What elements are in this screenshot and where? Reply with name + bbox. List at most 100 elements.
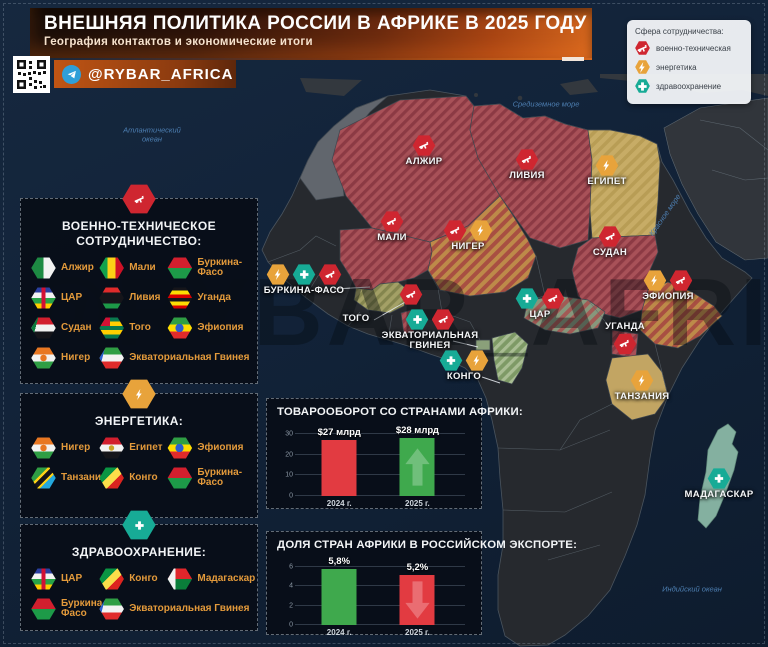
map-label-цар: ЦАР [515,288,565,320]
panel-title-energy: ЭНЕРГЕТИКА: [94,414,184,428]
qr-pattern [15,58,48,91]
ethiopia-flag-icon [167,317,193,339]
energy-sector-icon [630,370,654,391]
ethiopia-flag-icon [167,437,193,459]
country-name: ЦАР [61,572,83,584]
burkina-flag-icon [167,257,193,279]
country-name: Ливия [129,291,161,303]
qr-code [13,56,50,93]
chart-gridline [295,604,465,606]
country-item: Уганда [167,287,251,309]
chart-bar-2024 г.: $27 млрд [318,427,361,496]
country-name: Мали [129,261,156,273]
map-icon-row [266,264,342,285]
country-item: Экваториальная Гвинея [99,347,251,369]
bar-value-label: $27 млрд [317,427,361,439]
country-item: Египет [99,437,167,459]
map-label-text: ЭФИОПИЯ [642,291,694,302]
eqguinea-flag-icon [99,598,124,620]
map-label-мадагаскар: МАДАГАСКАР [684,468,753,500]
legend-item-energy: энергетика [635,60,743,74]
congo-flag-icon [99,467,124,489]
map-label-text: ЛИВИЯ [509,170,545,181]
country-item: ЦАР [31,287,99,309]
burkina-flag-icon [31,598,56,620]
map-icon-row [380,211,404,232]
map-icon-row [443,220,493,241]
leader-lines [333,286,501,384]
country-item: Эфиопия [167,317,251,339]
niger-flag-icon [31,347,56,369]
country-name: Уганда [197,291,231,303]
map-icon-row [412,135,436,156]
military-sector-icon [669,270,693,291]
chart-gridline [295,433,465,434]
chart-title: ТОВАРООБОРОТ СО СТРАНАМИ АФРИКИ: [277,406,523,418]
legend: Сфера сотрудничества: военно-техническая… [627,20,751,104]
bar-category-label: 2025 г. [405,499,430,508]
algeria-flag-icon [31,257,56,279]
map-label-эфиопия: ЭФИОПИЯ [642,270,694,302]
country-item: Танзания [31,467,107,489]
map-label-конго: КОНГО [439,350,489,382]
map-label-танзания: ТАНЗАНИЯ [615,370,670,402]
military-sector-icon [412,135,436,156]
energy-sector-icon [635,60,650,74]
health-sector-icon [292,264,316,285]
y-tick-label: 2 [289,602,293,610]
country-item: ЦАР [31,568,99,590]
legend-item-label: здравоохранение [656,81,722,91]
map-label-text: МАЛИ [377,232,407,243]
y-tick-label: 20 [285,451,293,459]
libya-flag-icon [99,287,124,309]
energy-sector-icon [469,220,493,241]
energy-sector-icon [643,270,667,291]
country-name: Нигер [61,441,91,453]
country-item: Буркина-Фасо [167,467,251,489]
map-label-судан: СУДАН [593,226,627,258]
chart-gridline [295,474,465,476]
handle-text: @RYBAR_AFRICA [88,65,234,83]
country-name: ЦАР [61,291,83,303]
bar-category-label: 2024 г. [326,628,352,637]
page-title: ВНЕШНЯЯ ПОЛИТИКА РОССИИ В АФРИКЕ В 2025 … [44,13,587,34]
energy-sector-icon [465,350,489,371]
map-label-text: УГАНДА [605,321,645,332]
y-tick-label: 4 [289,582,293,590]
car-flag-icon [31,568,56,590]
uganda-flag-icon [167,287,193,309]
military-sector-icon [431,309,455,330]
military-sector-icon [541,288,565,309]
panel-military: ВОЕННО-ТЕХНИЧЕСКОЕ СОТРУДНИЧЕСТВО: Алжир М… [20,184,258,384]
map-label-экваториальная гвинея: ЭКВАТОРИАЛЬНАЯ ГВИНЕЯ [374,309,486,352]
eqguinea-flag-icon [99,347,124,369]
map-icon-row [598,226,622,247]
telegram-handle[interactable]: @RYBAR_AFRICA [54,60,236,88]
panel-energy: ЭНЕРГЕТИКА: Нигер Египет Эфиопия Танзания Кон… [20,379,258,518]
legend-item-label: энергетика [656,62,697,72]
country-name: Конго [129,572,158,584]
chart-gridline [295,566,465,567]
country-item: Нигер [31,437,99,459]
burkina-flag-icon [167,467,193,489]
country-item: Мадагаскар [167,568,255,590]
military-sector-icon [399,284,423,305]
legend-item-health: здравоохранение [635,79,743,93]
y-tick-label: 0 [289,621,293,629]
chart-title: ДОЛЯ СТРАН АФРИКИ В РОССИЙСКОМ ЭКСПОРТЕ: [277,539,578,551]
sudan-flag-icon [31,317,56,339]
map-label-text: КОНГО [446,371,482,382]
map-label-нигер: НИГЕР [443,220,493,252]
country-name: Конго [129,471,158,483]
health-sector-icon [439,350,463,371]
niger-flag-icon [31,437,56,459]
page-subtitle: География контактов и экономические итог… [44,36,313,48]
map-icon-row [707,468,731,489]
map-label-text: МАДАГАСКАР [684,489,754,500]
country-name: Буркина-Фасо [61,597,106,619]
bar-value-label: 5,2% [406,561,429,573]
chart-plot: 0 10 20 30 $27 млрд 2024 г. $28 млрд 2025 г. [285,425,465,508]
country-name: Египет [129,441,163,453]
y-tick-label: 30 [285,430,293,438]
map-icon-row [643,270,693,291]
